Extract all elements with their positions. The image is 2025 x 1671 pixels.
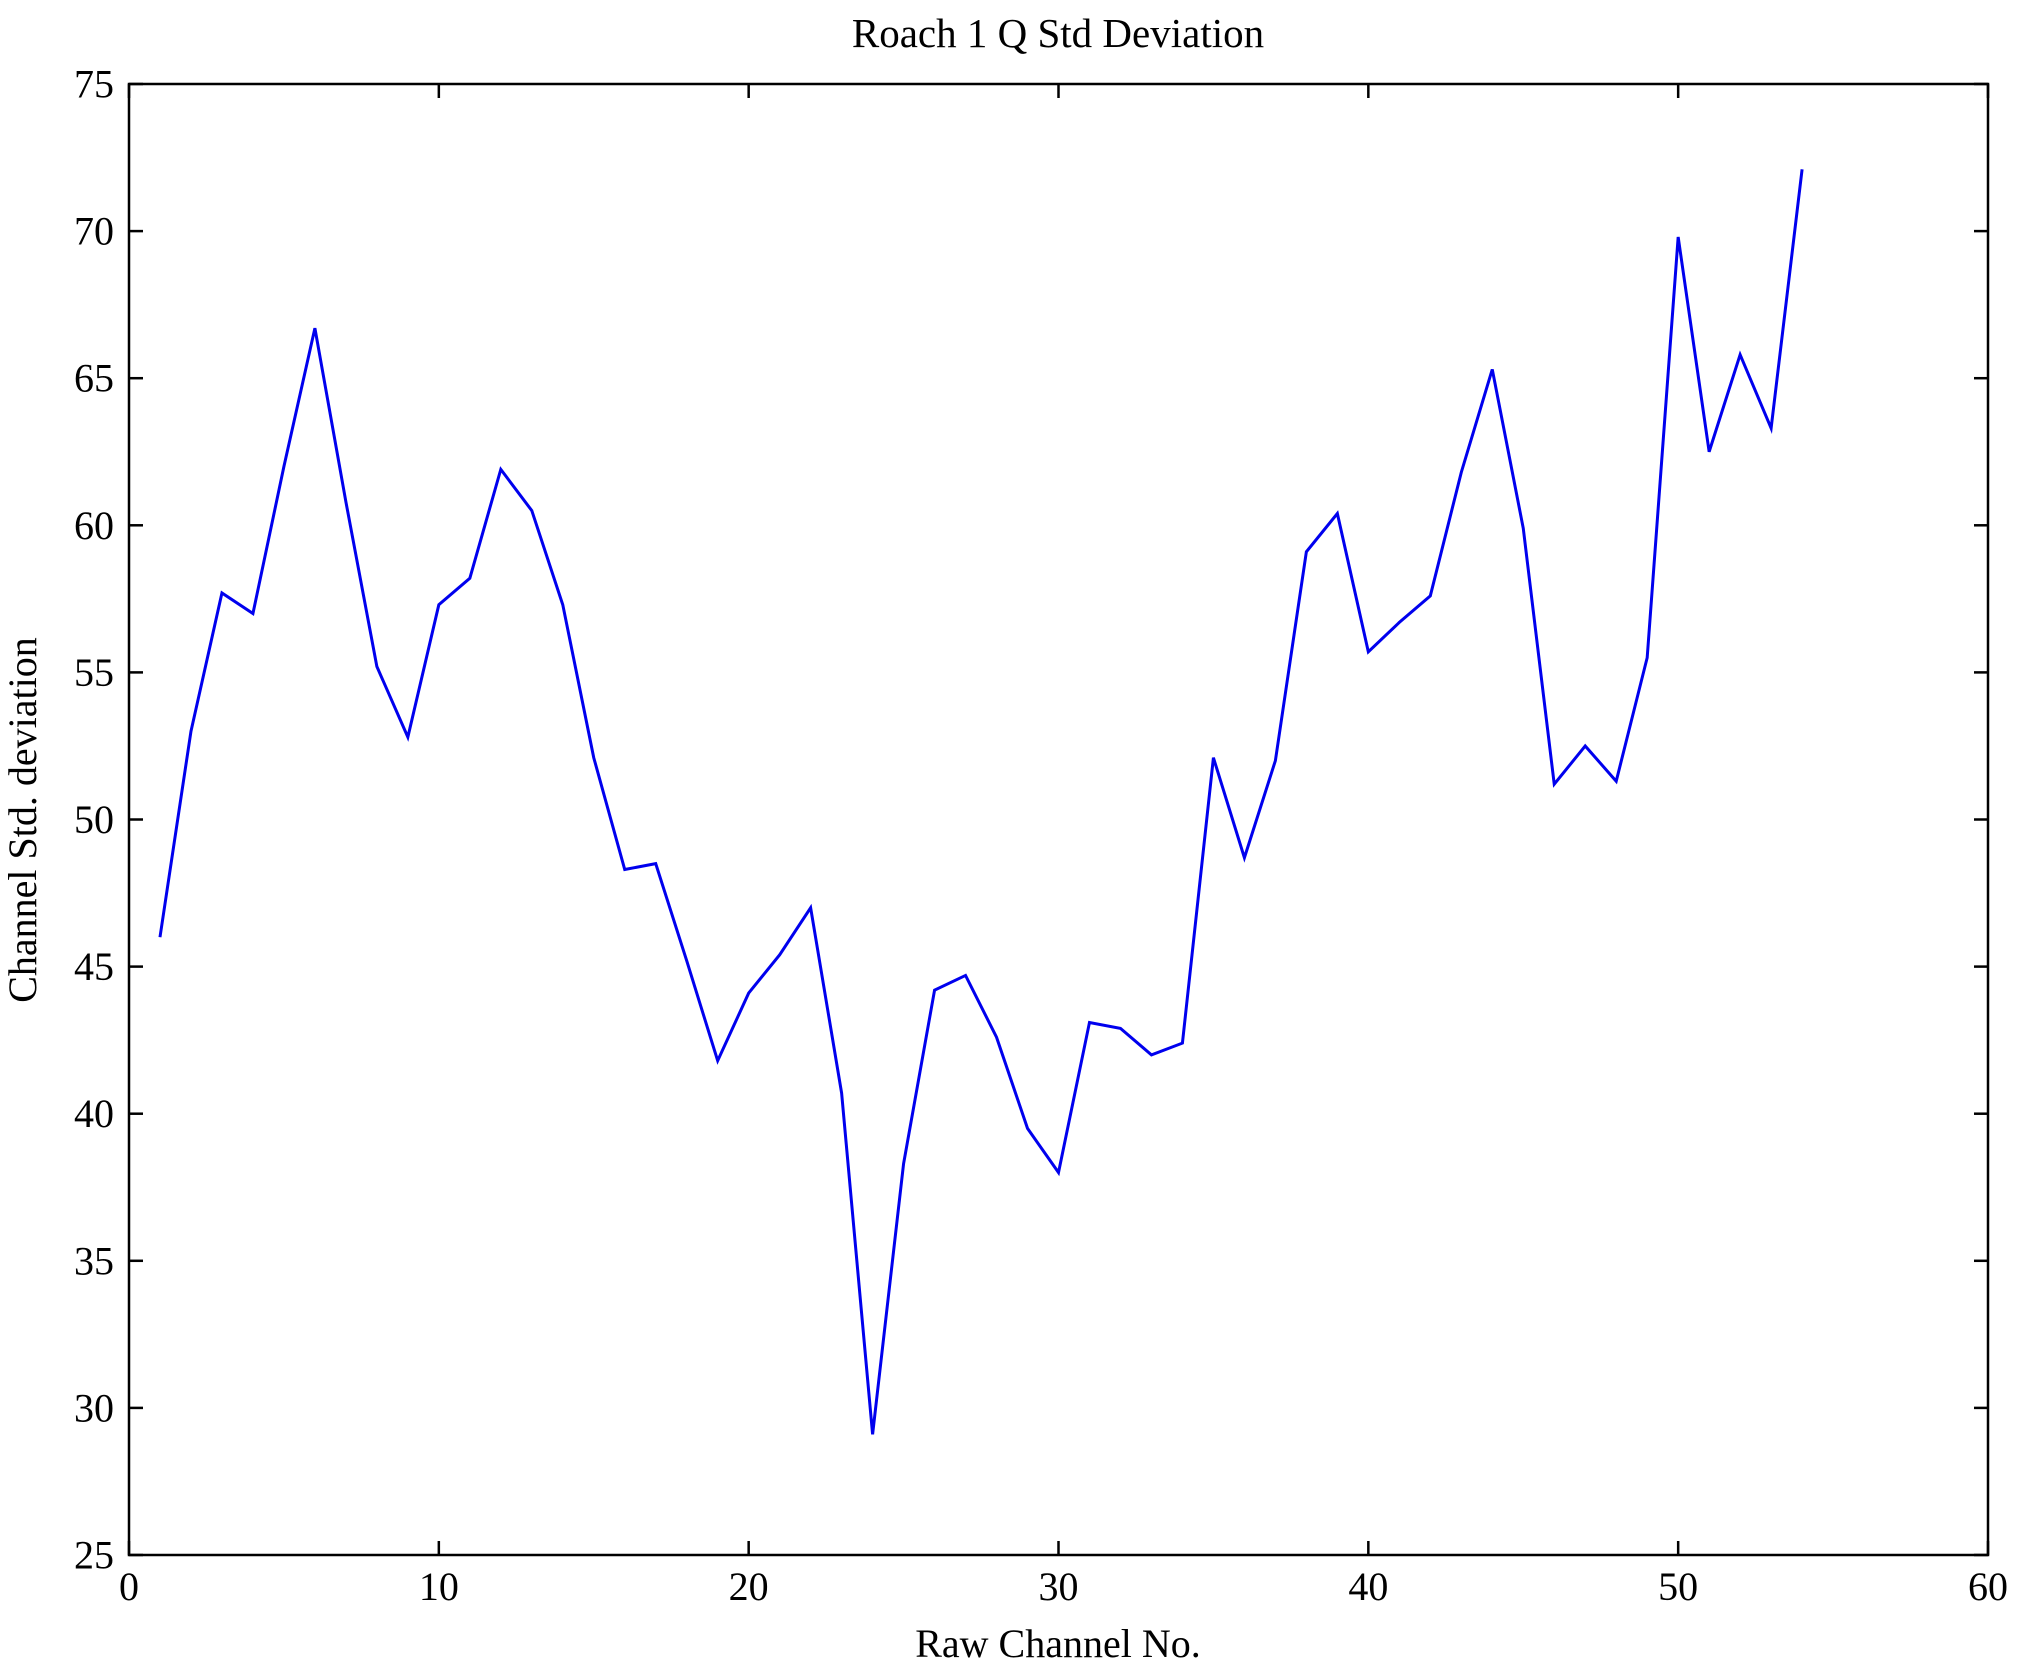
x-tick-label: 30 <box>1039 1564 1079 1609</box>
y-tick-label: 50 <box>74 797 114 842</box>
plot-box <box>127 82 1990 1557</box>
y-tick-label: 40 <box>74 1091 114 1136</box>
y-tick-label: 70 <box>74 209 114 254</box>
y-tick-label: 45 <box>74 944 114 989</box>
chart-title: Roach 1 Q Std Deviation <box>852 10 1264 56</box>
y-tick-label: 30 <box>74 1385 114 1430</box>
y-tick-label: 65 <box>74 356 114 401</box>
x-tick-label: 20 <box>729 1564 769 1609</box>
x-tick-label: 0 <box>119 1564 139 1609</box>
axis-ticks <box>127 82 1990 1557</box>
x-axis-label: Raw Channel No. <box>915 1621 1201 1666</box>
data-line <box>158 169 1804 1435</box>
y-axis-label: Channel Std. deviation <box>0 637 45 1003</box>
y-tick-label: 25 <box>74 1533 114 1578</box>
x-tick-label: 10 <box>419 1564 459 1609</box>
y-tick-label: 35 <box>74 1238 114 1283</box>
y-tick-label: 55 <box>74 650 114 695</box>
x-tick-label: 60 <box>1968 1564 2008 1609</box>
x-tick-label: 50 <box>1658 1564 1698 1609</box>
axes-frame <box>127 82 1990 1557</box>
y-tick-label: 75 <box>74 62 114 107</box>
x-tick-label: 40 <box>1348 1564 1388 1609</box>
y-tick-label: 60 <box>74 503 114 548</box>
data-layer <box>158 169 1804 1435</box>
tick-labels: 0 10 20 30 40 50 60 25 30 35 40 45 50 55 60 65 70 75 <box>74 62 2008 1610</box>
